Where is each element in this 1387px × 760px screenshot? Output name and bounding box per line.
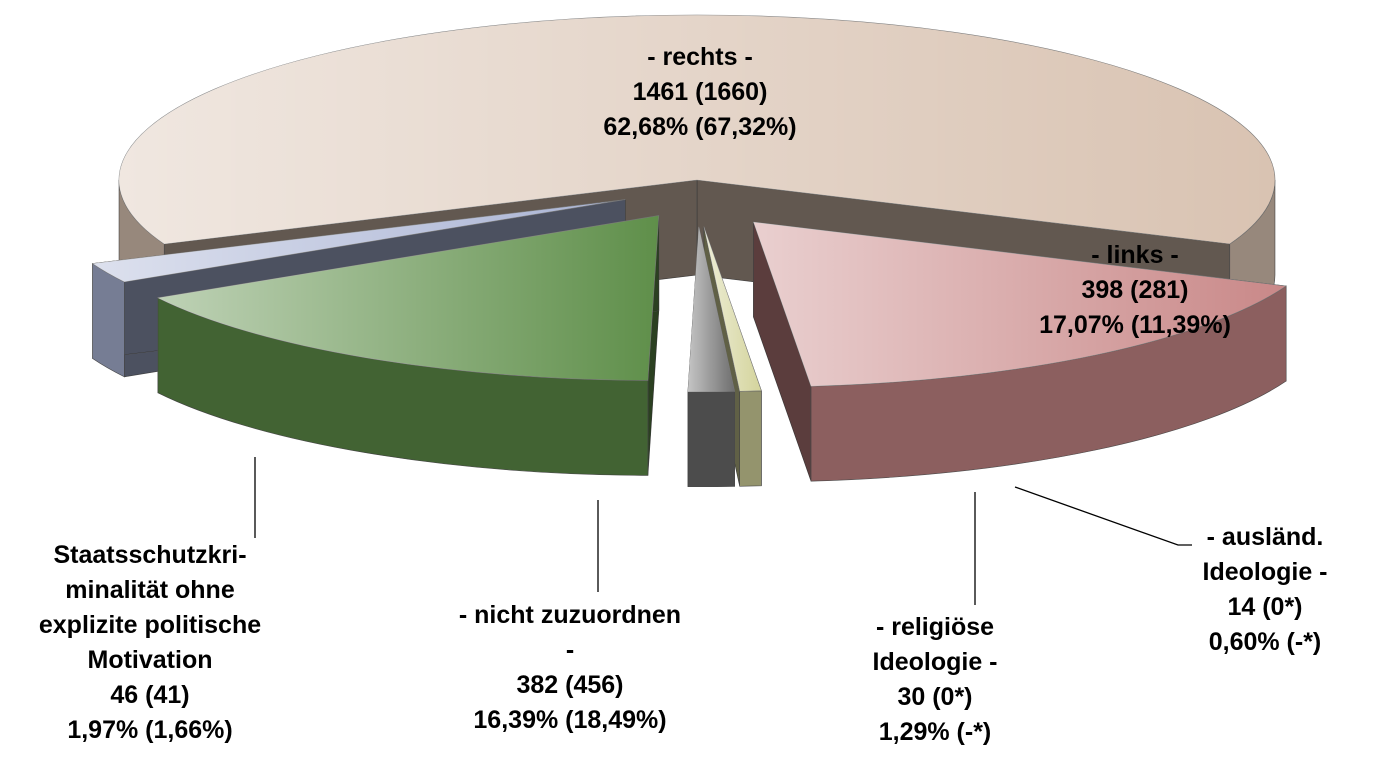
category-label: Staatsschutzkri- minalität ohne explizit… bbox=[38, 541, 262, 674]
slice-label: - religiöse Ideologie - 30 (0*) 1,29% (-*) bbox=[755, 610, 1115, 750]
leader-line bbox=[1014, 486, 1192, 546]
slice-sheen bbox=[753, 222, 1287, 387]
slice-sheen bbox=[157, 215, 659, 381]
value-label: 46 (41) bbox=[110, 681, 190, 709]
category-label: - links - bbox=[1091, 241, 1179, 269]
percent-label: 0,60% (-*) bbox=[1208, 628, 1322, 656]
slice-sheen bbox=[119, 15, 1276, 244]
slice-sheen bbox=[687, 226, 735, 392]
category-label: - religiöse Ideologie - bbox=[872, 613, 998, 676]
side-shade bbox=[92, 263, 125, 377]
slice-label: - nicht zuzuordnen - 382 (456) 16,39% (18,… bbox=[390, 598, 750, 738]
slice-label: Staatsschutzkri- minalität ohne explizit… bbox=[0, 538, 330, 748]
side-shade bbox=[739, 390, 762, 487]
category-label: - nicht zuzuordnen - bbox=[458, 601, 682, 664]
side-shade bbox=[687, 391, 735, 487]
category-label: - rechts - bbox=[647, 43, 753, 71]
percent-label: 1,97% (1,66%) bbox=[67, 716, 233, 744]
side-shade bbox=[753, 222, 811, 482]
percent-label: 17,07% (11,39%) bbox=[1039, 311, 1231, 339]
slice-sheen bbox=[703, 226, 762, 392]
percent-label: 1,29% (-*) bbox=[878, 718, 992, 746]
value-label: 14 (0*) bbox=[1227, 593, 1303, 621]
value-label: 30 (0*) bbox=[897, 683, 973, 711]
side-shade bbox=[157, 297, 648, 476]
side-shade bbox=[810, 286, 1287, 482]
slice-label: - rechts - 1461 (1660) 62,68% (67,32%) bbox=[520, 40, 880, 145]
category-label: - ausländ. Ideologie - bbox=[1202, 523, 1328, 586]
slice-sheen bbox=[92, 199, 626, 282]
percent-label: 62,68% (67,32%) bbox=[603, 113, 797, 141]
percent-label: 16,39% (18,49%) bbox=[473, 706, 667, 734]
value-label: 382 (456) bbox=[516, 671, 624, 699]
slice-label: - ausländ. Ideologie - 14 (0*) 0,60% (-*) bbox=[1085, 520, 1387, 660]
value-label: 398 (281) bbox=[1081, 276, 1189, 304]
value-label: 1461 (1660) bbox=[632, 78, 768, 106]
slice-label: - links - 398 (281) 17,07% (11,39%) bbox=[955, 238, 1315, 343]
